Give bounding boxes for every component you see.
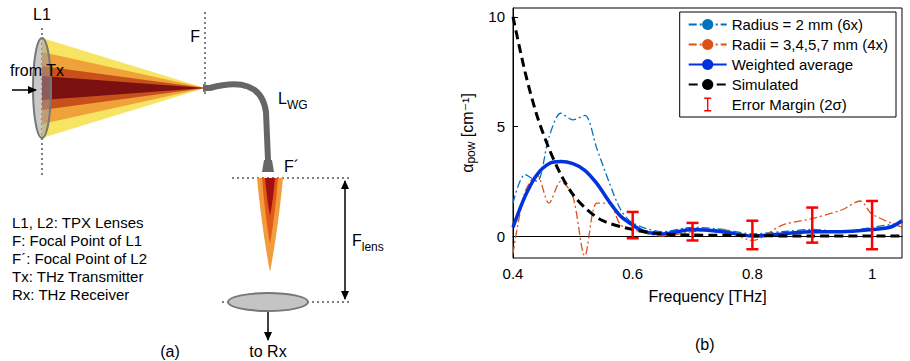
- svg-text:L1, L2: TPX Lenses: L1, L2: TPX Lenses: [12, 214, 143, 231]
- svg-text:(a): (a): [160, 343, 180, 360]
- svg-text:Rx: THz Receiver: Rx: THz Receiver: [12, 286, 129, 303]
- svg-text:Radii = 3,4,5,7 mm (4x): Radii = 3,4,5,7 mm (4x): [732, 36, 888, 53]
- svg-text:from Tx: from Tx: [10, 62, 64, 79]
- svg-text:1: 1: [868, 265, 876, 282]
- html-text:(b): (b): [695, 336, 715, 353]
- svg-text:Tx: THz Transmitter: Tx: THz Transmitter: [12, 268, 143, 285]
- svg-text:0: 0: [497, 228, 505, 245]
- svg-text:pow: pow: [464, 141, 478, 163]
- svg-text:F´: F´: [284, 158, 299, 175]
- svg-text:α: α: [459, 164, 476, 173]
- svg-text:Frequency [THz]: Frequency [THz]: [648, 288, 766, 305]
- svg-text:Weighted average: Weighted average: [732, 56, 853, 73]
- svg-text:Flens: Flens: [352, 232, 384, 254]
- svg-text:Error Margin (2σ): Error Margin (2σ): [732, 96, 847, 113]
- svg-text:Radius = 2 mm (6x): Radius = 2 mm (6x): [732, 16, 863, 33]
- svg-text:F: F: [190, 28, 200, 45]
- svg-text:10: 10: [488, 8, 505, 25]
- svg-text:F´: Focal Point of L2: F´: Focal Point of L2: [12, 250, 147, 267]
- svg-text:[cm⁻¹]: [cm⁻¹]: [459, 93, 476, 141]
- svg-text:0.8: 0.8: [742, 265, 763, 282]
- svg-text:0.4: 0.4: [503, 265, 524, 282]
- svg-text:to Rx: to Rx: [249, 343, 286, 360]
- svg-text:0.6: 0.6: [622, 265, 643, 282]
- svg-text:5: 5: [497, 118, 505, 135]
- svg-text:F: Focal Point of L1: F: Focal Point of L1: [12, 232, 142, 249]
- svg-text:Simulated: Simulated: [732, 76, 799, 93]
- svg-text:LWG: LWG: [278, 90, 308, 112]
- svg-text:L1: L1: [33, 6, 51, 23]
